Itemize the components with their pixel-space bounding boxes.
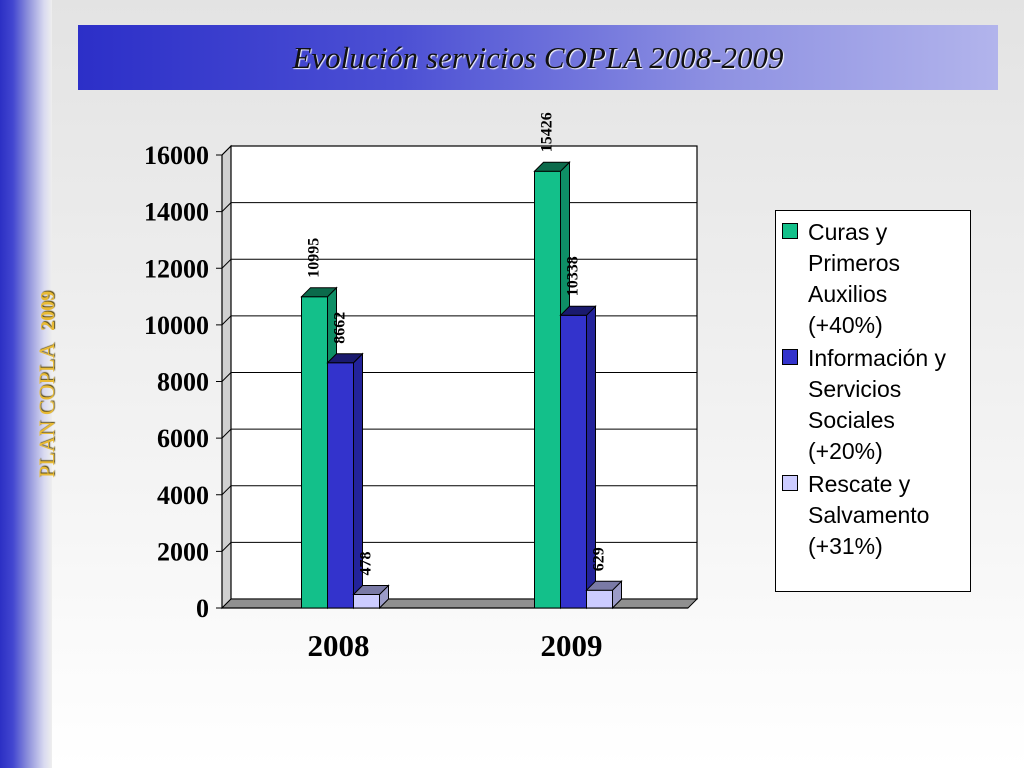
- y-tick-label: 8000: [157, 368, 209, 397]
- bar-top: [585, 580, 623, 591]
- bar: [353, 593, 380, 609]
- bar: [534, 170, 561, 609]
- legend-label: Rescate y Salvamento (+31%): [808, 471, 930, 559]
- chart-legend: Curas y Primeros Auxilios (+40%) Informac…: [775, 210, 971, 592]
- y-tick-label: 12000: [144, 254, 209, 283]
- x-tick-label: 2009: [541, 628, 603, 663]
- y-tick-label: 2000: [157, 537, 209, 566]
- legend-swatch: [782, 223, 798, 239]
- bar: [560, 314, 587, 609]
- data-label: 478: [358, 551, 375, 575]
- y-tick-label: 16000: [144, 141, 209, 170]
- data-label: 10338: [565, 256, 582, 296]
- y-tick-label: 0: [196, 594, 209, 623]
- bar: [301, 296, 328, 609]
- y-tick-label: 10000: [144, 311, 209, 340]
- title-banner: Evolución servicios COPLA 2008-2009: [78, 25, 998, 90]
- bar-top: [300, 287, 338, 298]
- legend-item: Curas y Primeros Auxilios (+40%): [782, 217, 966, 341]
- legend-item: Rescate y Salvamento (+31%): [782, 469, 966, 562]
- bar-top: [559, 305, 597, 316]
- bar-top: [352, 584, 390, 595]
- y-tick-label: 6000: [157, 424, 209, 453]
- data-label: 629: [591, 547, 608, 571]
- bar: [586, 589, 613, 609]
- y-tick-label: 14000: [144, 198, 209, 227]
- plot-floor: [220, 598, 699, 609]
- legend-label: Información y Servicios Sociales (+20%): [808, 345, 947, 464]
- data-label: 8662: [332, 312, 349, 344]
- bar-top: [533, 161, 571, 172]
- x-tick-label: 2008: [308, 628, 370, 663]
- page-title: Evolución servicios COPLA 2008-2009: [292, 39, 784, 75]
- legend-swatch: [782, 349, 798, 365]
- data-label: 10995: [306, 238, 323, 278]
- gridline: [221, 145, 697, 156]
- bar-top: [326, 353, 364, 364]
- y-tick-label: 4000: [157, 481, 209, 510]
- legend-label: Curas y Primeros Auxilios (+40%): [808, 219, 901, 338]
- bar: [327, 362, 354, 609]
- legend-swatch: [782, 475, 798, 491]
- data-label: 15426: [539, 112, 556, 152]
- legend-item: Información y Servicios Sociales (+20%): [782, 343, 966, 467]
- sidebar-strip: PLAN COPLA2009: [0, 0, 59, 768]
